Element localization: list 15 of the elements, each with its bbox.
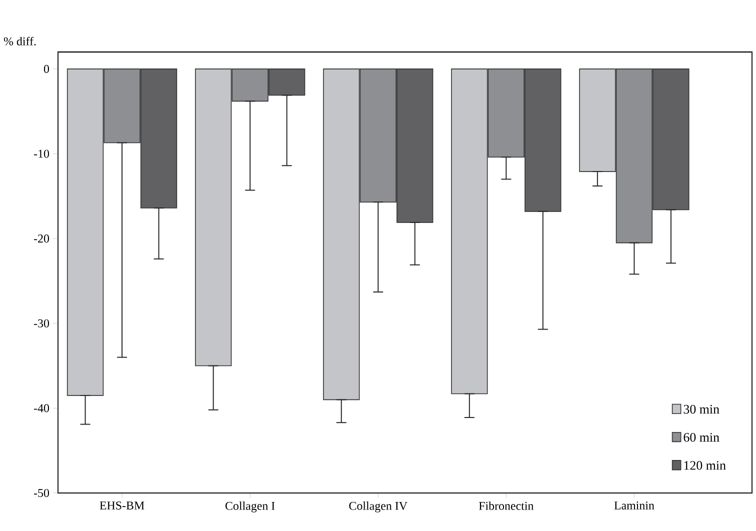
x-tick-label: Fibronectin	[478, 502, 534, 510]
legend-label: 30 min	[684, 404, 720, 414]
y-tick-label: -50	[34, 488, 50, 498]
legend-label: 60 min	[684, 432, 720, 442]
x-tick-label: Collagen IV	[349, 502, 408, 512]
y-tick-label: 0	[44, 64, 50, 73]
y-tick-label: -20	[34, 234, 50, 243]
x-tick-label: Collagen I	[225, 502, 275, 512]
x-tick-label: EHS-BM	[100, 502, 144, 510]
y-tick-label: -40	[34, 404, 50, 412]
x-tick-label: Laminin	[614, 502, 654, 510]
y-tick-label: -30	[34, 319, 50, 328]
y-tick-label: -10	[34, 150, 50, 158]
legend-label: 120 min	[684, 461, 726, 470]
y-axis-title: % diff.	[4, 36, 36, 46]
